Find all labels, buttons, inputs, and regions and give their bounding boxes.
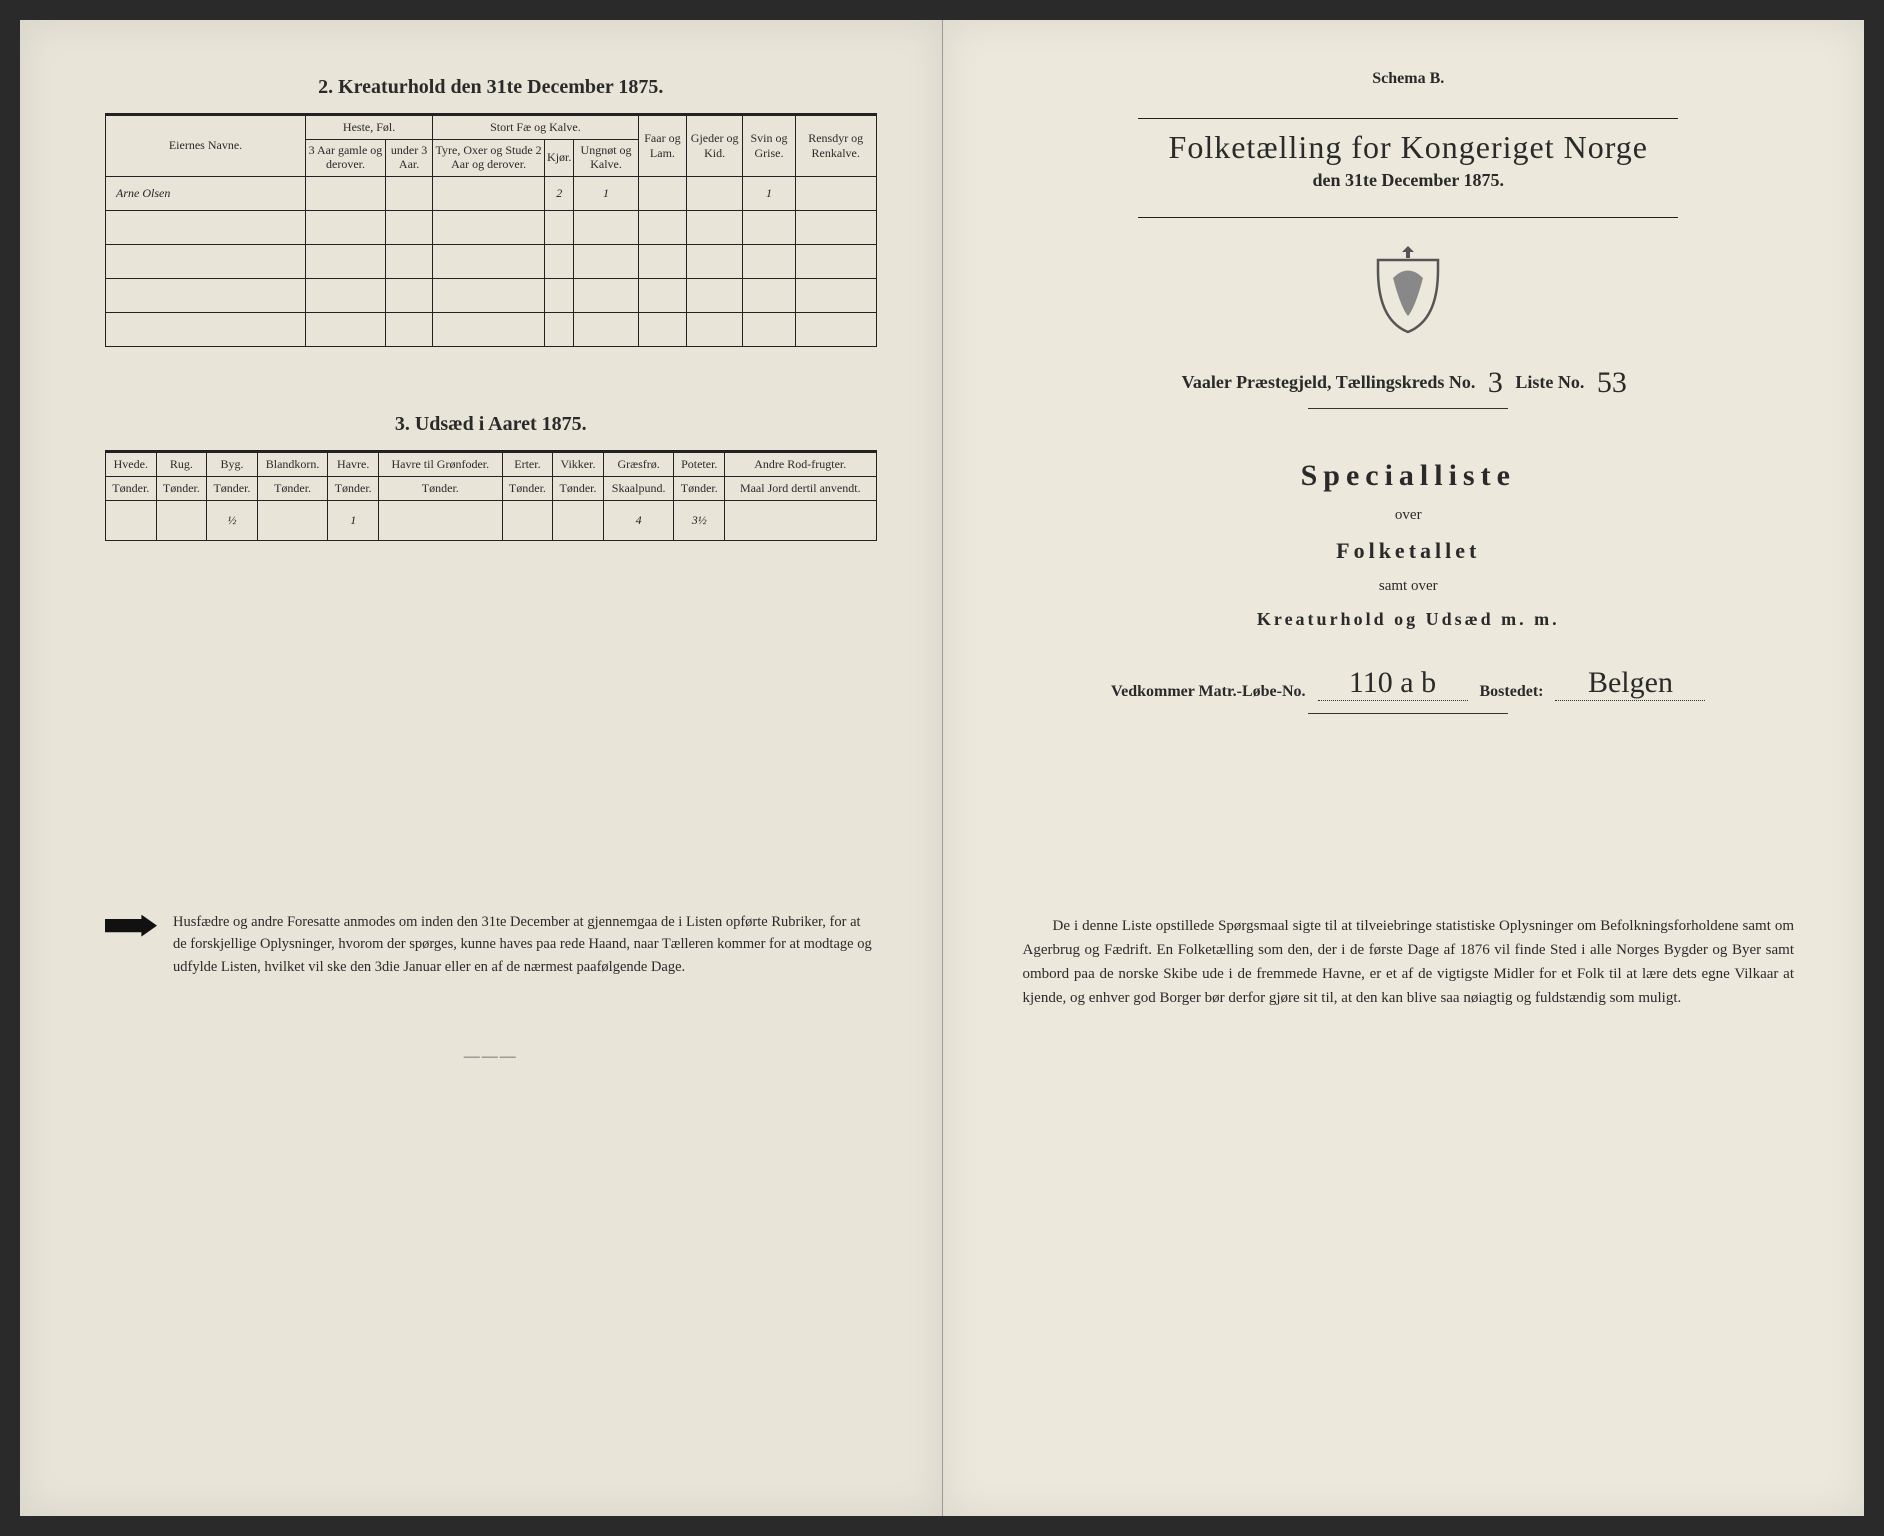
- col-bland: Blandkorn.: [257, 452, 328, 476]
- col-vikker: Vikker.: [553, 452, 604, 476]
- col-gjed: Gjeder og Kid.: [687, 116, 743, 177]
- col-heste-b: under 3 Aar.: [385, 140, 432, 177]
- left-footnote: Husfædre og andre Foresatte anmodes om i…: [105, 911, 877, 978]
- coat-of-arms-icon: [1363, 238, 1453, 338]
- footnote-text: Husfædre og andre Foresatte anmodes om i…: [173, 911, 877, 978]
- unit: Skaalpund.: [603, 476, 674, 500]
- pointer-icon: [105, 915, 157, 937]
- cell: [385, 176, 432, 210]
- ornament-rule: [1308, 408, 1508, 409]
- cell: [306, 176, 386, 210]
- col-stort: Stort Fæ og Kalve.: [433, 116, 639, 140]
- rule: [1138, 118, 1678, 119]
- right-footnote: De i denne Liste opstillede Spørgsmaal s…: [1023, 914, 1795, 1010]
- bosted-label: Bostedet:: [1480, 683, 1544, 701]
- right-page: Schema B. Folketælling for Kongeriget No…: [943, 20, 1865, 1516]
- census-title: Folketælling for Kongeriget Norge: [1023, 129, 1795, 166]
- col-stort-a: Tyre, Oxer og Stude 2 Aar og derover.: [433, 140, 545, 177]
- bosted-value: Belgen: [1555, 666, 1705, 701]
- cell: [638, 176, 686, 210]
- col-ren: Rensdyr og Renkalve.: [795, 116, 876, 177]
- unit: Maal Jord dertil anvendt.: [725, 476, 876, 500]
- owner-name: Arne Olsen: [106, 176, 306, 210]
- col-potet: Poteter.: [674, 452, 725, 476]
- unit: Tønder.: [207, 476, 258, 500]
- document-spread: 2. Kreaturhold den 31te December 1875. E…: [20, 20, 1864, 1516]
- samt-label: samt over: [1023, 578, 1795, 595]
- col-heste-a: 3 Aar gamle og derover.: [306, 140, 386, 177]
- matr-row: Vedkommer Matr.-Løbe-No. 110 a b Bostede…: [1023, 666, 1795, 701]
- parish-row: Vaaler Præstegjeld, Tællingskreds No. 3 …: [1023, 362, 1795, 396]
- end-dash: ———: [105, 1048, 877, 1066]
- liste-label: Liste No.: [1515, 372, 1584, 392]
- folketallet-label: Folketallet: [1023, 538, 1795, 564]
- kreaturhold-label: Kreaturhold og Udsæd m. m.: [1023, 609, 1795, 630]
- cell-gras: 4: [603, 500, 674, 540]
- col-rug: Rug.: [156, 452, 207, 476]
- section-2-title: 2. Kreaturhold den 31te December 1875.: [105, 76, 877, 99]
- vedk-value: 110 a b: [1318, 666, 1468, 701]
- col-faar: Faar og Lam.: [638, 116, 686, 177]
- cell-potet: 3½: [674, 500, 725, 540]
- parish-label: Vaaler Præstegjeld, Tællingskreds No.: [1182, 372, 1476, 392]
- cell: [378, 500, 502, 540]
- unit: Tønder.: [156, 476, 207, 500]
- col-owner: Eiernes Navne.: [106, 116, 306, 177]
- col-heste: Heste, Føl.: [306, 116, 433, 140]
- col-erter: Erter.: [502, 452, 553, 476]
- liste-value: 53: [1589, 366, 1635, 399]
- col-byg: Byg.: [207, 452, 258, 476]
- col-svin: Svin og Grise.: [743, 116, 796, 177]
- livestock-table: Eiernes Navne. Heste, Føl. Stort Fæ og K…: [105, 115, 877, 347]
- cell-kjor: 2: [545, 176, 574, 210]
- unit: Tønder.: [674, 476, 725, 500]
- cell: [106, 500, 157, 540]
- col-hvede: Hvede.: [106, 452, 157, 476]
- col-andre: Andre Rod-frugter.: [725, 452, 876, 476]
- cell: [687, 176, 743, 210]
- col-havre-gron: Havre til Grønfoder.: [378, 452, 502, 476]
- specialliste-title: Specialliste: [1023, 459, 1795, 493]
- unit: Tønder.: [378, 476, 502, 500]
- unit: Tønder.: [553, 476, 604, 500]
- census-subtitle: den 31te December 1875.: [1023, 170, 1795, 191]
- schema-label: Schema B.: [1023, 70, 1795, 88]
- cell: [257, 500, 328, 540]
- unit: Tønder.: [257, 476, 328, 500]
- over-label: over: [1023, 507, 1795, 524]
- cell: [502, 500, 553, 540]
- rule: [1138, 217, 1678, 218]
- col-havre: Havre.: [328, 452, 379, 476]
- seed-table: Hvede. Rug. Byg. Blandkorn. Havre. Havre…: [105, 452, 877, 541]
- col-stort-c: Ungnøt og Kalve.: [574, 140, 638, 177]
- col-gras: Græsfrø.: [603, 452, 674, 476]
- cell-svin: 1: [743, 176, 796, 210]
- cell-byg: ½: [207, 500, 258, 540]
- cell-ungnot: 1: [574, 176, 638, 210]
- parish-value: 3: [1480, 366, 1511, 399]
- left-page: 2. Kreaturhold den 31te December 1875. E…: [20, 20, 943, 1516]
- unit: Tønder.: [328, 476, 379, 500]
- cell-havre: 1: [328, 500, 379, 540]
- cell: [725, 500, 876, 540]
- unit: Tønder.: [106, 476, 157, 500]
- vedk-label: Vedkommer Matr.-Løbe-No.: [1111, 683, 1306, 701]
- cell: [433, 176, 545, 210]
- cell: [795, 176, 876, 210]
- col-stort-b: Kjør.: [545, 140, 574, 177]
- section-3-title: 3. Udsæd i Aaret 1875.: [105, 413, 877, 436]
- cell: [156, 500, 207, 540]
- cell: [553, 500, 604, 540]
- unit: Tønder.: [502, 476, 553, 500]
- ornament-rule: [1308, 713, 1508, 714]
